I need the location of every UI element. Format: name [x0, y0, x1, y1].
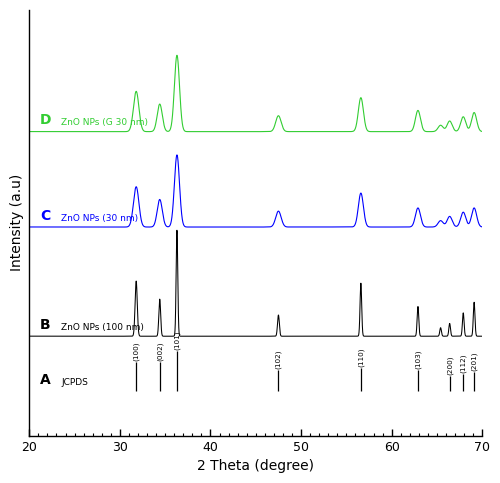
- Text: ZnO NPs (100 nm): ZnO NPs (100 nm): [61, 323, 144, 332]
- Text: JCPDS: JCPDS: [61, 378, 88, 387]
- Text: (110): (110): [358, 347, 364, 367]
- Text: (112): (112): [460, 354, 466, 373]
- Text: (102): (102): [275, 350, 281, 369]
- Text: B: B: [40, 318, 51, 332]
- Text: D: D: [40, 114, 52, 128]
- Y-axis label: Intensity (a.u): Intensity (a.u): [10, 174, 24, 271]
- Text: (101): (101): [174, 330, 180, 350]
- Text: ZnO NPs (30 nm): ZnO NPs (30 nm): [61, 214, 138, 223]
- Text: C: C: [40, 209, 50, 223]
- Text: A: A: [40, 373, 51, 387]
- Text: (200): (200): [446, 356, 453, 375]
- Text: (201): (201): [471, 352, 478, 371]
- Text: ZnO NPs (G 30 nm): ZnO NPs (G 30 nm): [61, 118, 148, 128]
- Text: (002): (002): [156, 341, 163, 361]
- Text: (103): (103): [414, 350, 421, 369]
- Text: (100): (100): [133, 341, 140, 361]
- X-axis label: 2 Theta (degree): 2 Theta (degree): [198, 459, 314, 473]
